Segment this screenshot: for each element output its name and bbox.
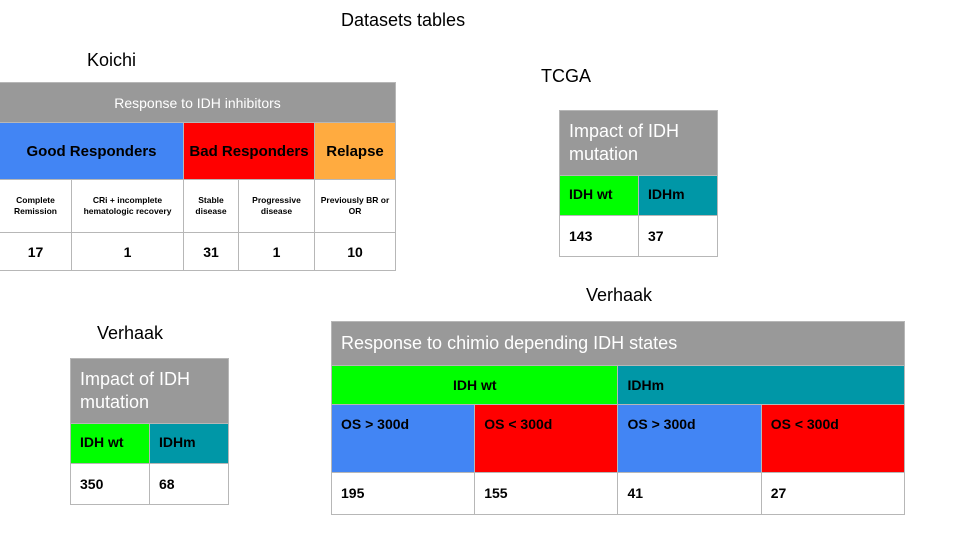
sub-previously-br-or-or: Previously BR or OR	[313, 179, 397, 233]
koichi-label: Koichi	[87, 50, 137, 70]
verhaak-big-table: Response to chimio depending IDH states …	[330, 321, 906, 515]
verhaak-small-col-idhm: IDHm	[148, 423, 230, 464]
good-responders-cell: Good Responders	[0, 122, 184, 180]
koichi-value: 1	[71, 232, 184, 271]
sub-progressive-disease: Progressive disease	[238, 179, 315, 233]
verhaak-big-value: 195	[330, 472, 476, 515]
tcga-col-idhm: IDHm	[637, 175, 719, 216]
group-idhm: IDHm	[617, 365, 905, 405]
koichi-header: Response to IDH inhibitors	[0, 82, 397, 123]
bad-responders-cell: Bad Responders	[183, 122, 315, 180]
koichi-table: Response to IDH inhibitors Good Responde…	[0, 82, 397, 271]
verhaak-small-col-idh-wt: IDH wt	[70, 423, 150, 464]
koichi-value: 31	[183, 232, 239, 271]
page-title: Datasets tables	[341, 10, 466, 30]
verhaak-big-value: 155	[474, 472, 619, 515]
tcga-label: TCGA	[541, 66, 592, 86]
os-cell: OS < 300d	[760, 404, 906, 473]
tcga-value: 143	[559, 215, 639, 257]
tcga-title: Impact of IDH mutation	[558, 110, 719, 176]
koichi-value: 17	[0, 232, 72, 271]
verhaak-small-value: 68	[148, 463, 230, 505]
tcga-value: 37	[637, 215, 719, 257]
verhaak-small-table: Impact of IDH mutation IDH wt IDHm 350 6…	[69, 358, 230, 505]
verhaak-small-value: 350	[70, 463, 150, 505]
koichi-value: 1	[238, 232, 315, 271]
tcga-col-idh-wt: IDH wt	[559, 175, 639, 216]
os-cell: OS > 300d	[330, 404, 476, 473]
koichi-value: 10	[313, 232, 397, 271]
sub-complete-remission: Complete Remission	[0, 179, 72, 233]
verhaak-small-title: Impact of IDH mutation	[69, 358, 230, 424]
verhaak-small-label: Verhaak	[97, 323, 164, 343]
verhaak-big-value: 27	[760, 472, 906, 515]
sub-cri: CRi + incomplete hematologic recovery	[71, 179, 184, 233]
os-cell: OS > 300d	[617, 404, 762, 473]
verhaak-big-title: Response to chimio depending IDH states	[331, 321, 905, 366]
group-idh-wt: IDH wt	[330, 365, 619, 405]
sub-stable-disease: Stable disease	[183, 179, 239, 233]
verhaak-big-value: 41	[617, 472, 762, 515]
verhaak-big-label: Verhaak	[586, 285, 653, 305]
tcga-table: Impact of IDH mutation IDH wt IDHm 143 3…	[558, 110, 719, 257]
relapse-cell: Relapse	[313, 122, 397, 180]
os-cell: OS < 300d	[474, 404, 619, 473]
